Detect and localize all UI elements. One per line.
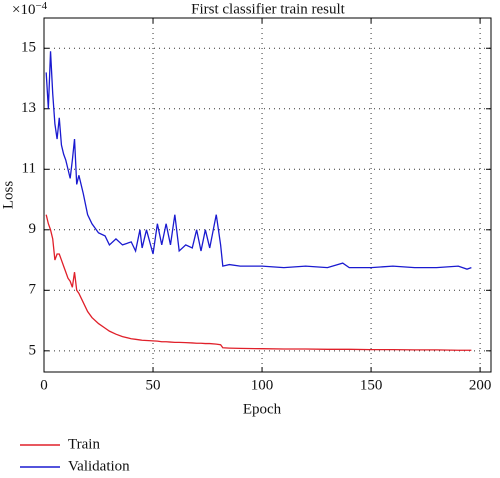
y-tick-label: 9 <box>29 221 37 237</box>
legend-label: Validation <box>68 458 130 474</box>
data-line <box>45 51 472 270</box>
x-axis-label: Epoch <box>243 401 282 417</box>
y-tick-label: 15 <box>21 40 36 56</box>
y-offset-exponent: −4 <box>35 0 47 12</box>
y-tick-label: 13 <box>21 100 36 116</box>
x-tick-label: 0 <box>40 377 48 393</box>
x-tick-label: 50 <box>146 377 161 393</box>
legend-label: Train <box>68 436 100 452</box>
x-tick-label: 200 <box>469 377 492 393</box>
y-tick-label: 11 <box>22 161 36 177</box>
y-axis-label: Loss <box>0 181 16 210</box>
y-tick-label: 7 <box>29 282 37 298</box>
y-offset-base: ×10 <box>12 2 35 18</box>
plot-frame <box>43 17 492 373</box>
chart-title: First classifier train result <box>191 1 346 17</box>
x-tick-label: 100 <box>251 377 274 393</box>
y-offset: ×10−4 <box>12 0 48 18</box>
x-tick-label: 150 <box>360 377 383 393</box>
data-line <box>45 214 472 351</box>
y-tick-label: 5 <box>29 342 37 358</box>
